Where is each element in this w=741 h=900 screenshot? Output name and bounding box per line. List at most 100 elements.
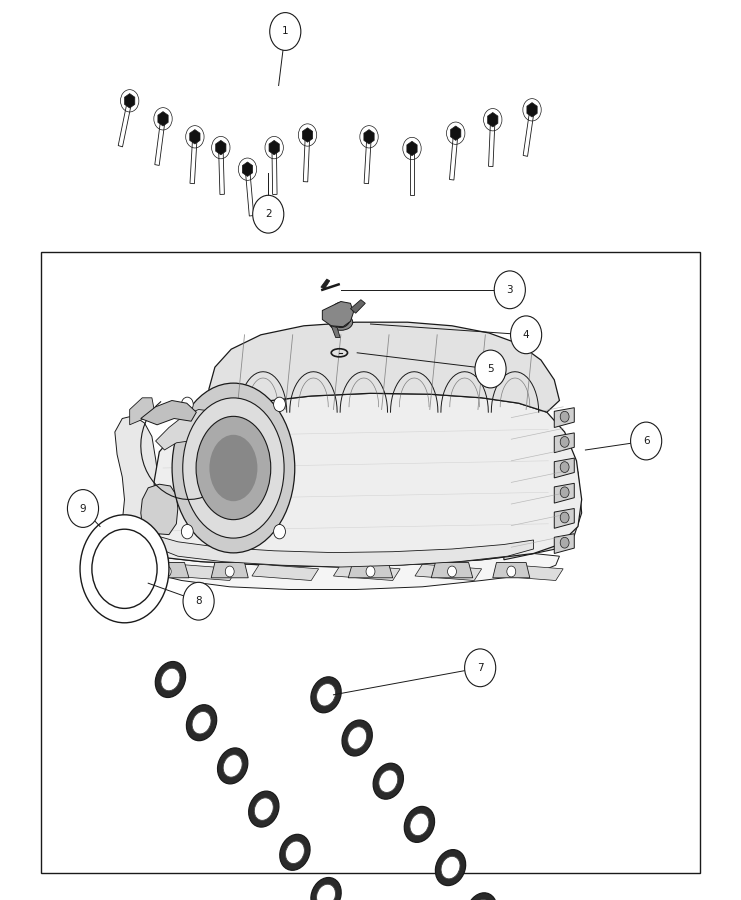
Ellipse shape xyxy=(316,683,336,706)
Polygon shape xyxy=(124,94,135,108)
Text: 2: 2 xyxy=(265,209,271,220)
Polygon shape xyxy=(141,484,178,535)
Polygon shape xyxy=(488,120,495,166)
Polygon shape xyxy=(303,135,310,182)
Polygon shape xyxy=(269,140,279,155)
Polygon shape xyxy=(219,148,225,194)
Ellipse shape xyxy=(156,662,185,698)
Polygon shape xyxy=(155,119,165,166)
Polygon shape xyxy=(211,562,248,578)
Text: 1: 1 xyxy=(282,26,288,37)
Polygon shape xyxy=(322,302,353,327)
Circle shape xyxy=(560,537,569,548)
Ellipse shape xyxy=(254,797,273,821)
Ellipse shape xyxy=(187,705,216,741)
Circle shape xyxy=(182,525,193,539)
Circle shape xyxy=(448,566,456,577)
Polygon shape xyxy=(152,393,582,567)
Circle shape xyxy=(560,487,569,498)
Bar xyxy=(41,252,700,873)
Polygon shape xyxy=(115,416,162,562)
Ellipse shape xyxy=(311,878,341,900)
Circle shape xyxy=(273,525,285,539)
Circle shape xyxy=(273,397,285,411)
Polygon shape xyxy=(554,433,574,453)
Circle shape xyxy=(182,397,193,411)
Circle shape xyxy=(465,649,496,687)
Text: 7: 7 xyxy=(477,662,483,673)
Ellipse shape xyxy=(210,435,257,501)
Polygon shape xyxy=(252,564,319,580)
Polygon shape xyxy=(190,137,197,184)
Ellipse shape xyxy=(280,834,310,870)
Text: 4: 4 xyxy=(523,329,529,340)
Polygon shape xyxy=(364,130,374,144)
Polygon shape xyxy=(431,562,473,578)
Circle shape xyxy=(560,411,569,422)
Ellipse shape xyxy=(183,398,284,538)
Circle shape xyxy=(330,302,351,328)
Polygon shape xyxy=(148,536,534,567)
Polygon shape xyxy=(493,562,530,578)
Circle shape xyxy=(560,512,569,523)
Ellipse shape xyxy=(161,668,180,691)
Polygon shape xyxy=(156,410,221,450)
Ellipse shape xyxy=(342,720,372,756)
Ellipse shape xyxy=(405,806,434,842)
Polygon shape xyxy=(451,126,461,140)
Circle shape xyxy=(225,566,234,577)
Polygon shape xyxy=(144,562,189,578)
Polygon shape xyxy=(554,508,574,528)
Circle shape xyxy=(507,566,516,577)
Circle shape xyxy=(80,515,169,623)
Ellipse shape xyxy=(196,417,270,519)
Text: 6: 6 xyxy=(643,436,649,446)
Circle shape xyxy=(183,582,214,620)
Polygon shape xyxy=(450,133,458,180)
Polygon shape xyxy=(496,564,563,580)
Text: 8: 8 xyxy=(196,596,202,607)
Ellipse shape xyxy=(436,850,465,886)
Polygon shape xyxy=(488,112,498,127)
Polygon shape xyxy=(302,128,313,142)
Polygon shape xyxy=(523,109,534,157)
Circle shape xyxy=(366,566,375,577)
Ellipse shape xyxy=(218,748,247,784)
Polygon shape xyxy=(350,300,365,313)
Polygon shape xyxy=(242,162,253,176)
Ellipse shape xyxy=(410,813,429,836)
Polygon shape xyxy=(364,137,371,184)
Polygon shape xyxy=(504,407,582,560)
Ellipse shape xyxy=(285,841,305,864)
Text: 3: 3 xyxy=(507,284,513,295)
Text: 5: 5 xyxy=(488,364,494,374)
Circle shape xyxy=(475,350,506,388)
Circle shape xyxy=(560,462,569,472)
Ellipse shape xyxy=(311,677,341,713)
Ellipse shape xyxy=(467,893,496,900)
Polygon shape xyxy=(554,408,574,427)
Ellipse shape xyxy=(379,770,398,793)
Polygon shape xyxy=(216,140,226,155)
Polygon shape xyxy=(407,141,417,156)
Polygon shape xyxy=(554,534,574,554)
Ellipse shape xyxy=(172,383,295,553)
Text: 9: 9 xyxy=(80,503,86,514)
Polygon shape xyxy=(137,554,559,590)
Polygon shape xyxy=(333,564,400,580)
Ellipse shape xyxy=(348,726,367,750)
Circle shape xyxy=(560,436,569,447)
Polygon shape xyxy=(245,169,253,216)
Circle shape xyxy=(162,566,171,577)
Ellipse shape xyxy=(249,791,279,827)
Circle shape xyxy=(494,271,525,309)
Polygon shape xyxy=(272,148,277,194)
Circle shape xyxy=(67,490,99,527)
Polygon shape xyxy=(158,112,168,126)
Polygon shape xyxy=(331,326,340,338)
Ellipse shape xyxy=(329,314,353,330)
Polygon shape xyxy=(527,103,537,117)
Polygon shape xyxy=(119,100,132,147)
Ellipse shape xyxy=(441,856,460,879)
Circle shape xyxy=(511,316,542,354)
